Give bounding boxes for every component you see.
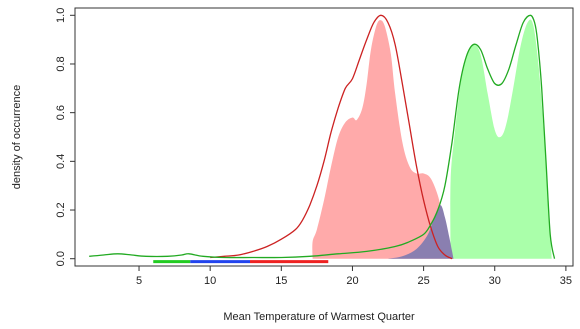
- x-tick-label: 20: [346, 275, 358, 287]
- y-axis-title: density of occurrence: [11, 85, 23, 190]
- x-tick-label: 10: [204, 275, 216, 287]
- density-fill-1: [450, 19, 552, 259]
- density-line-3: [210, 14, 453, 260]
- x-tick-label: 30: [489, 275, 501, 287]
- y-tick-label: 0.0: [55, 251, 67, 266]
- x-tick-label: 35: [560, 275, 572, 287]
- density-line-4: [89, 14, 556, 259]
- x-tick-label: 25: [417, 275, 429, 287]
- x-tick-label: 15: [275, 275, 287, 287]
- density-fill-0: [312, 20, 450, 259]
- density-lines: [89, 14, 556, 260]
- axes: 5 10 15 20 25 30 35 0.0 0.2 0.4 0.6 0.8 1.0: [55, 7, 574, 287]
- y-tick-label: 0.8: [55, 56, 67, 71]
- y-tick-label: 0.4: [55, 154, 67, 169]
- x-tick-label: 5: [136, 275, 142, 287]
- y-tick-label: 0.2: [55, 202, 67, 217]
- y-tick-label: 1.0: [55, 8, 67, 23]
- plot-frame: [74, 7, 574, 267]
- y-tick-label: 0.6: [55, 105, 67, 120]
- x-axis-title: Mean Temperature of Warmest Quarter: [223, 311, 415, 323]
